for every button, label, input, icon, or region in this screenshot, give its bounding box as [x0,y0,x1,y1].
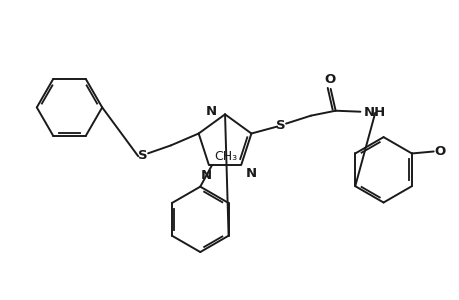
Text: S: S [276,119,285,132]
Text: O: O [434,145,445,158]
Text: CH₃: CH₃ [214,150,237,163]
Text: S: S [138,149,148,162]
Text: N: N [245,167,256,181]
Text: O: O [324,73,335,86]
Text: NH: NH [363,106,385,119]
Text: N: N [201,169,212,182]
Text: N: N [206,105,217,118]
